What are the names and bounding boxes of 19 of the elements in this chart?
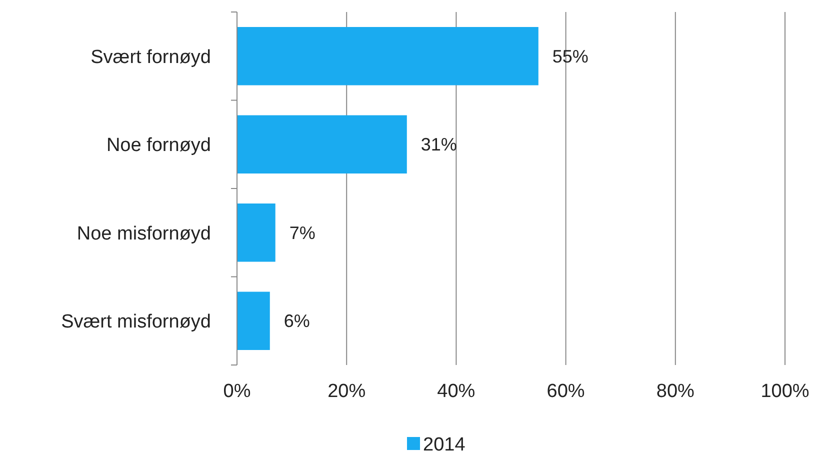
y-tick-label: Noe misfornøyd bbox=[76, 223, 211, 244]
bar bbox=[237, 115, 407, 174]
bar bbox=[237, 204, 276, 262]
legend-label: 2014 bbox=[423, 434, 466, 456]
x-tick-label: 20% bbox=[328, 381, 366, 402]
bar bbox=[237, 27, 538, 86]
y-tick-label: Svært misfornøyd bbox=[61, 312, 211, 333]
data-label: 6% bbox=[284, 311, 310, 332]
x-tick-label: 0% bbox=[223, 381, 251, 402]
x-tick-label: 100% bbox=[760, 381, 810, 402]
data-label: 55% bbox=[552, 46, 588, 66]
x-tick-label: 40% bbox=[437, 381, 476, 402]
y-tick-label: Svært fornøyd bbox=[90, 46, 211, 68]
x-tick-label: 80% bbox=[656, 381, 695, 402]
y-tick-label: Noe fornøyd bbox=[106, 135, 211, 156]
x-tick-label: 60% bbox=[546, 381, 585, 402]
data-label: 31% bbox=[420, 134, 457, 155]
data-label: 7% bbox=[289, 222, 316, 243]
bar bbox=[237, 292, 270, 350]
